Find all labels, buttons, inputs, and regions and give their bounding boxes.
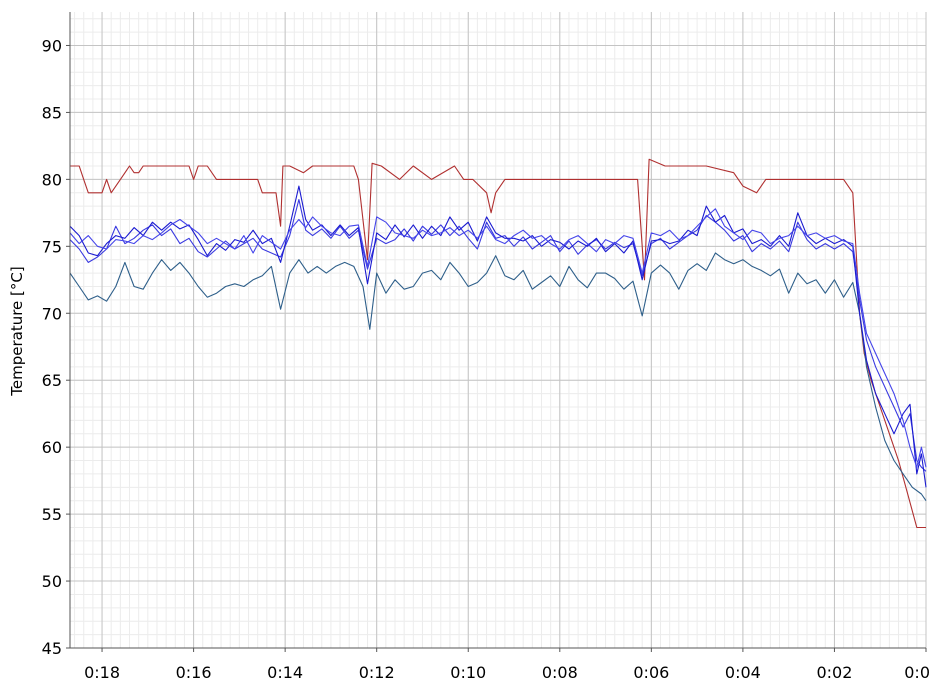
x-tick-label: 0:02 [816, 663, 852, 682]
y-tick-label: 60 [42, 438, 62, 457]
series-line-5 [69, 208, 927, 468]
series-layer [69, 158, 927, 529]
major-grid [70, 12, 927, 649]
x-tick-label: 0:0 [904, 663, 930, 682]
x-tick-label: 0:16 [176, 663, 212, 682]
y-tick-label: 80 [42, 170, 62, 189]
x-tick-label: 0:12 [359, 663, 395, 682]
y-tick-label: 65 [42, 371, 62, 390]
x-tick-label: 0:14 [267, 663, 303, 682]
y-tick-label: 75 [42, 237, 62, 256]
y-tick-label: 50 [42, 572, 62, 591]
minor-grid [70, 12, 927, 649]
x-tick-label: 0:18 [84, 663, 120, 682]
series-line-4 [69, 185, 927, 488]
x-tick-label: 0:10 [450, 663, 486, 682]
series-line-1 [70, 158, 926, 529]
series-line-2 [69, 252, 927, 502]
axes-layer [66, 12, 927, 652]
x-tick-label: 0:06 [633, 663, 669, 682]
y-axis-title: Temperature [°C] [8, 266, 26, 396]
x-tick-label: 0:04 [725, 663, 761, 682]
y-tick-labels: 45 50 55 60 65 70 75 80 85 90 [42, 36, 62, 658]
plot-background [70, 12, 926, 648]
series-line-3 [69, 198, 927, 472]
y-tick-label: 45 [42, 639, 62, 658]
x-tick-labels: 0:18 0:16 0:14 0:12 0:10 0:08 0:06 0:04 0:02 0:0 [84, 663, 930, 682]
y-tick-label: 70 [42, 304, 62, 323]
y-tick-label: 85 [42, 103, 62, 122]
y-tick-label: 55 [42, 505, 62, 524]
x-tick-label: 0:08 [542, 663, 578, 682]
y-tick-label: 90 [42, 36, 62, 55]
